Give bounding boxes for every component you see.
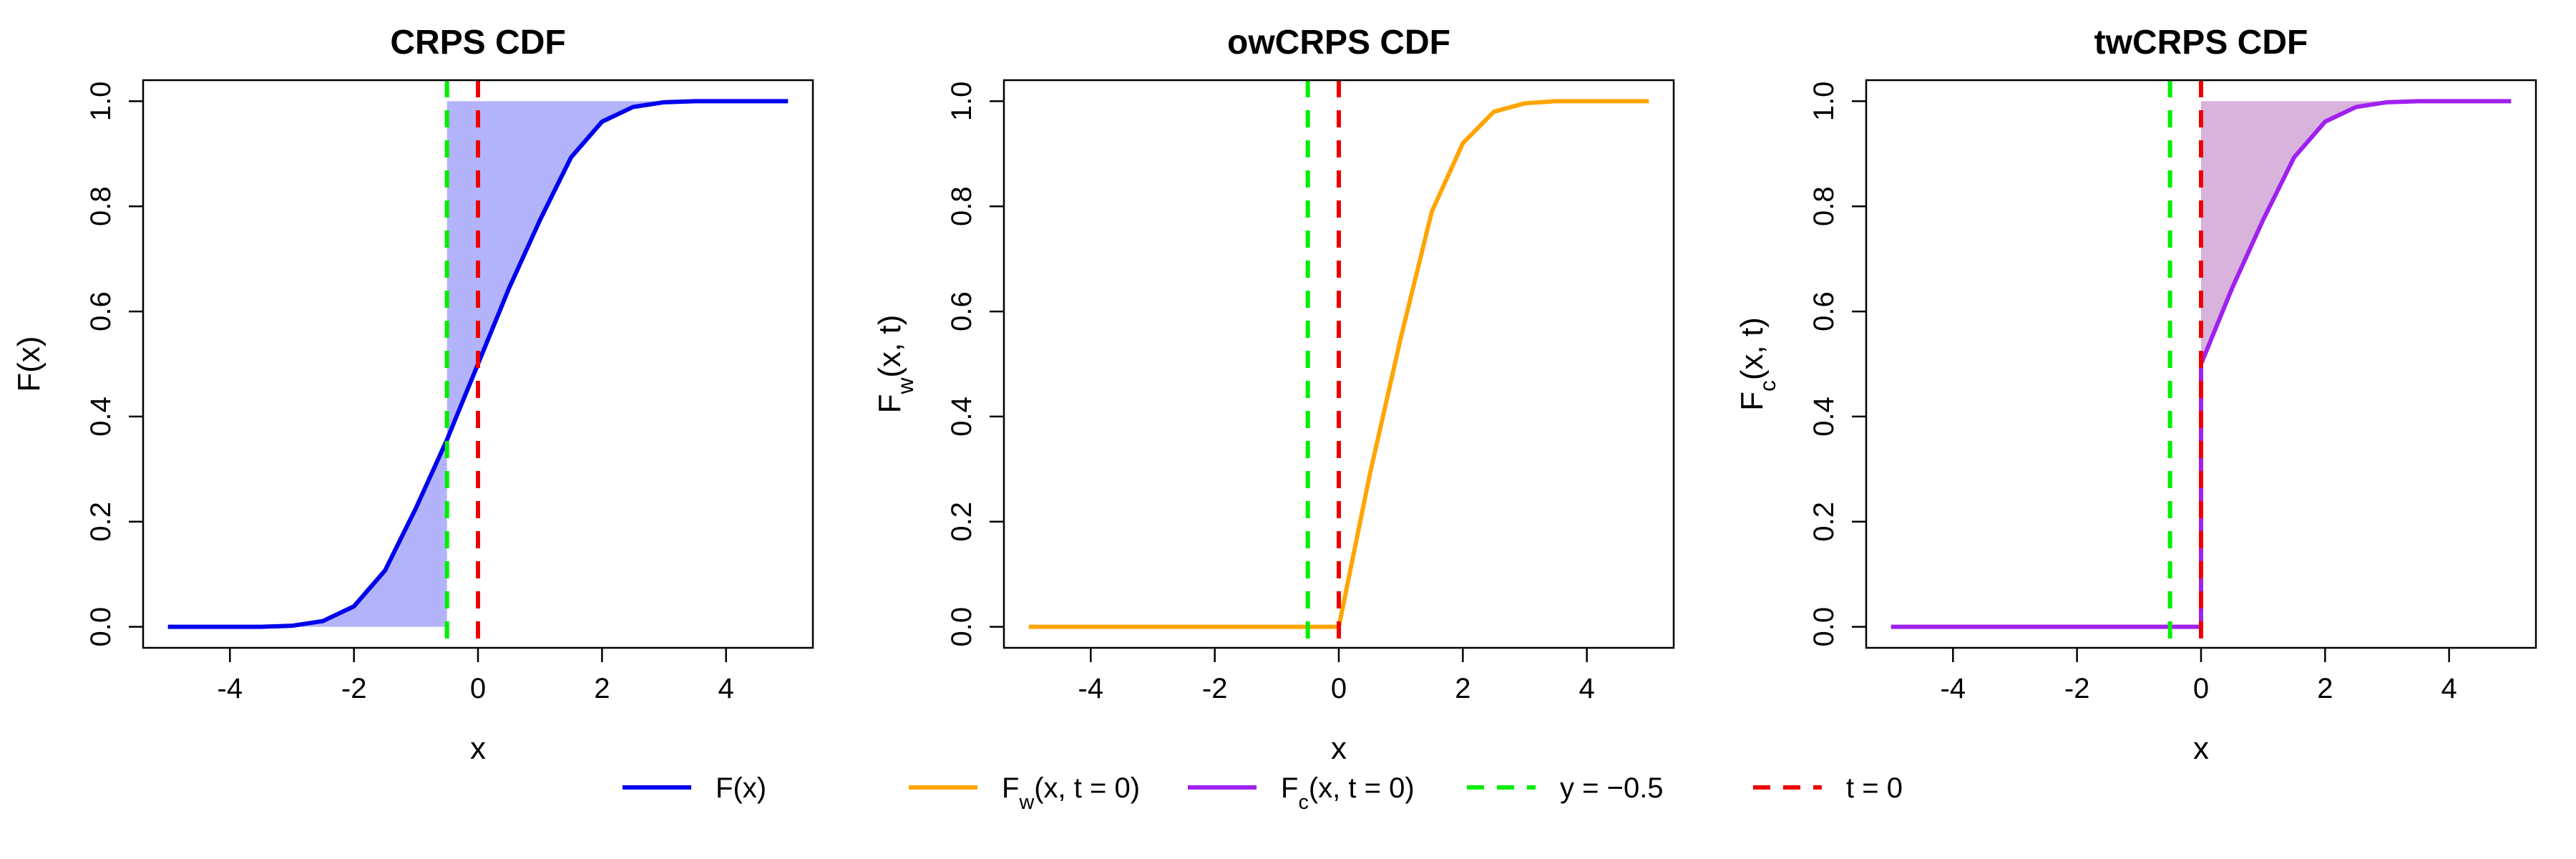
x-tick-label: 4 <box>2441 673 2457 704</box>
legend-label-rest: (x, t = 0) <box>1034 772 1140 804</box>
y-tick-label: 0.8 <box>85 186 117 226</box>
series-line-ow <box>1028 99 1649 629</box>
x-tick-label: 2 <box>2317 673 2333 704</box>
legend-item-tw: Fc(x, t = 0) <box>1188 772 1415 814</box>
y-axis-label-main: F <box>872 394 907 413</box>
panel-title: owCRPS CDF <box>1227 24 1450 62</box>
x-axis-label: x <box>2193 731 2209 766</box>
y-tick-label: 0.0 <box>1808 607 1840 647</box>
x-axis-label: x <box>1331 731 1347 766</box>
x-tick-label: 2 <box>1455 673 1470 704</box>
y-axis-label-rest: (x, t) <box>872 315 907 378</box>
y-tick-label: 0.4 <box>85 397 117 437</box>
legend-label: F(x) <box>716 772 766 804</box>
y-tick-label: 1.0 <box>85 82 117 122</box>
legend-label: Fw(x, t = 0) <box>1002 772 1140 814</box>
shade-region-1 <box>2201 101 2512 364</box>
legend-label-sub: w <box>1018 791 1034 814</box>
y-tick-label: 0.8 <box>1808 186 1840 226</box>
y-axis-label-rest: (x, t) <box>1735 317 1770 380</box>
y-tick-label: 0.6 <box>1808 291 1840 331</box>
y-tick-label: 0.4 <box>946 397 977 437</box>
legend-label-main: F <box>1281 772 1298 804</box>
x-tick-label: -4 <box>1941 673 1966 704</box>
legend-label: t = 0 <box>1846 772 1903 804</box>
y-tick-label: 0.8 <box>946 186 977 226</box>
x-tick-label: -4 <box>218 673 243 704</box>
x-tick-label: 4 <box>1579 673 1595 704</box>
y-axis-label: F(x) <box>11 336 47 392</box>
y-tick-label: 0.6 <box>946 291 977 331</box>
legend: F(x) Fw(x, t = 0) Fc(x, t = 0) y = −0.5 t = … <box>623 772 1903 814</box>
x-tick-label: 4 <box>718 673 734 704</box>
y-axis-label-sub: c <box>1755 380 1780 392</box>
panel-title: twCRPS CDF <box>2094 24 2308 62</box>
panel-1: -4 -2 0 2 4 0.0 0.2 0.4 0.6 0.8 1.0 CRPS CDF x F(x) <box>11 24 814 766</box>
legend-label-main: F <box>1002 772 1019 804</box>
legend-label-main: F <box>716 772 733 804</box>
panel-2: -4 -2 0 2 4 0.0 0.2 0.4 0.6 0.8 1.0 owCRPS CDF x Fw(x… <box>872 24 1675 766</box>
panel-3: -4 -2 0 2 4 0.0 0.2 0.4 0.6 0.8 1.0 twCRPS CDF x Fc(x… <box>1735 24 2537 766</box>
y-axis-label-rest: (x) <box>11 336 47 372</box>
legend-label: Fc(x, t = 0) <box>1281 772 1415 814</box>
legend-item-y: y = −0.5 <box>1467 772 1664 804</box>
y-axis-label-main: F <box>1735 392 1770 411</box>
x-tick-label: 2 <box>594 673 610 704</box>
legend-label-main: t = 0 <box>1846 772 1903 804</box>
legend-label-sub: c <box>1298 791 1308 814</box>
x-tick-label: -4 <box>1078 673 1104 704</box>
y-tick-label: 0.0 <box>85 607 117 647</box>
panel-title: CRPS CDF <box>390 24 565 62</box>
y-tick-label: 0.6 <box>85 291 117 331</box>
x-axis-label: x <box>470 731 486 766</box>
y-axis-label: Fc(x, t) <box>1735 317 1780 411</box>
legend-label: y = −0.5 <box>1560 772 1664 804</box>
x-tick-label: 0 <box>470 673 486 704</box>
y-axis-label-sub: w <box>892 377 918 394</box>
x-tick-label: 0 <box>1331 673 1347 704</box>
y-tick-label: 1.0 <box>1808 82 1840 122</box>
x-tick-label: -2 <box>2064 673 2090 704</box>
y-tick-label: 0.2 <box>85 502 117 542</box>
y-axis-label: Fw(x, t) <box>872 315 918 414</box>
shade-region-2 <box>447 101 789 440</box>
y-tick-label: 0.4 <box>1808 397 1840 437</box>
legend-label-main: y = −0.5 <box>1560 772 1664 804</box>
legend-item-cdf: F(x) <box>623 772 766 804</box>
legend-label-rest: (x) <box>733 772 766 804</box>
y-tick-label: 0.2 <box>946 502 977 542</box>
legend-label-rest: (x, t = 0) <box>1309 772 1415 804</box>
y-tick-label: 0.0 <box>946 607 977 647</box>
x-tick-label: -2 <box>341 673 367 704</box>
x-tick-label: -2 <box>1202 673 1228 704</box>
y-tick-label: 0.2 <box>1808 502 1840 542</box>
legend-item-ow: Fw(x, t = 0) <box>909 772 1140 814</box>
legend-item-t: t = 0 <box>1753 772 1903 804</box>
y-tick-label: 1.0 <box>946 82 977 122</box>
y-axis-label-main: F <box>11 373 47 392</box>
x-tick-label: 0 <box>2193 673 2209 704</box>
